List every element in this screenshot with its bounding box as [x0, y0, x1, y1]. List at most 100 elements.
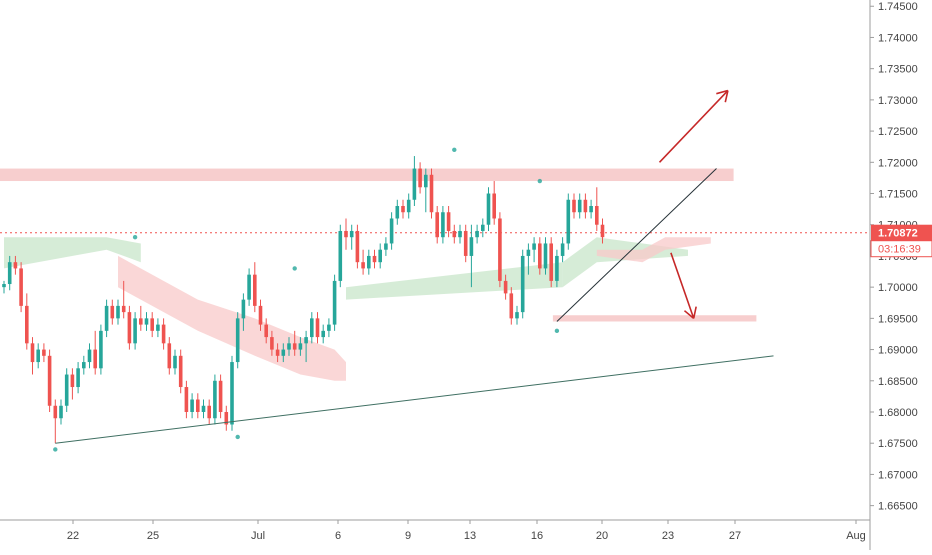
- y-tick-label: 1.67000: [878, 469, 918, 481]
- candle-body: [458, 230, 462, 238]
- resistance-zone: [0, 168, 734, 182]
- candle-body: [53, 405, 58, 419]
- arrow-up-head: [724, 90, 729, 103]
- candle-body: [36, 349, 40, 363]
- candle-body: [401, 206, 405, 213]
- candle-body: [213, 380, 217, 419]
- y-tick-label: 1.68000: [878, 407, 918, 419]
- candle-body: [355, 230, 360, 263]
- arrow-up-shaft: [658, 89, 729, 163]
- candle-body: [321, 330, 325, 338]
- x-tick-label: 13: [464, 530, 476, 542]
- candle-body: [82, 362, 86, 369]
- candle-body: [121, 305, 126, 313]
- candle-body: [509, 293, 514, 319]
- candle-body: [167, 343, 172, 369]
- price-tag-value: 1.70872: [878, 228, 918, 240]
- support-zone: [552, 315, 757, 322]
- y-tick-label: 1.69000: [878, 345, 918, 357]
- price-tag-box: [871, 224, 932, 241]
- candle-body: [378, 249, 382, 263]
- candle-body: [469, 237, 474, 256]
- candle-body: [30, 343, 35, 363]
- y-tick-label: 1.69500: [878, 313, 918, 325]
- candle-body: [93, 349, 97, 369]
- pivot-marker: [132, 235, 138, 240]
- countdown-box: [870, 240, 932, 258]
- candle-body: [292, 343, 297, 350]
- candle-body: [25, 305, 29, 344]
- y-tick-label: 1.72500: [878, 126, 918, 138]
- candle-body: [418, 168, 422, 188]
- candle-body: [201, 405, 206, 412]
- candle-body: [76, 368, 80, 388]
- x-tick-label: Jul: [251, 530, 265, 542]
- y-tick-label: 1.74000: [878, 32, 918, 44]
- arrow-down-head: [692, 306, 697, 319]
- candle-body: [520, 255, 525, 313]
- candle-body: [190, 399, 194, 412]
- y-tick-label: 1.67500: [878, 438, 918, 450]
- pivot-marker: [554, 328, 560, 334]
- y-tick-label: 1.73000: [878, 95, 918, 107]
- candle-body: [543, 243, 548, 269]
- candle-body: [452, 230, 457, 238]
- candle-body: [304, 337, 308, 344]
- candle-body: [59, 405, 63, 419]
- candle-body: [412, 168, 417, 200]
- pivot-marker: [537, 178, 542, 184]
- candle-body: [264, 324, 268, 338]
- candle-body: [275, 349, 280, 356]
- x-tick-label: 9: [405, 530, 411, 542]
- candle-body: [224, 412, 229, 425]
- candle-body: [133, 318, 137, 344]
- candle-body: [538, 243, 542, 269]
- candle-body: [475, 230, 479, 238]
- candle-body: [572, 199, 576, 213]
- candle-body: [161, 324, 166, 344]
- candle-body: [230, 362, 234, 425]
- candle-body: [241, 299, 246, 319]
- candle-body: [287, 343, 291, 350]
- candle-body: [577, 199, 582, 213]
- x-tick-label: Aug: [846, 530, 866, 542]
- candle-body: [253, 274, 257, 306]
- pivot-marker: [292, 266, 297, 271]
- candle-body: [332, 280, 337, 325]
- arrow-up-head: [716, 89, 729, 95]
- candle-body: [361, 262, 365, 269]
- candle-body: [2, 284, 6, 288]
- candle-body: [560, 243, 565, 256]
- candle-body: [463, 230, 468, 256]
- candle-body: [349, 230, 354, 238]
- candle-body: [338, 230, 343, 281]
- candle-body: [218, 380, 223, 412]
- short-trendline: [556, 168, 717, 322]
- candle-body: [150, 318, 154, 331]
- cloud-bull: [346, 262, 563, 300]
- candle-body: [258, 305, 263, 325]
- candle-body: [144, 318, 149, 325]
- candle-body: [207, 405, 211, 419]
- candle-body: [281, 349, 286, 356]
- candle-body: [595, 206, 599, 225]
- x-tick-label: 6: [335, 530, 341, 542]
- candle-body: [7, 262, 12, 285]
- arrow-down-shaft: [670, 252, 695, 319]
- candle-body: [486, 193, 491, 225]
- candle-body: [235, 318, 240, 363]
- candle-body: [372, 255, 377, 263]
- candle-body: [441, 212, 445, 238]
- candle-body: [481, 224, 485, 231]
- candle-body: [429, 174, 434, 213]
- time-axis-panel: [0, 520, 932, 550]
- candle-body: [315, 318, 320, 338]
- candle-body: [19, 268, 23, 306]
- candle-body: [367, 255, 371, 269]
- candle-body: [116, 305, 120, 319]
- y-tick-label: 1.66500: [878, 501, 918, 513]
- arrow-down-head: [683, 310, 695, 319]
- candle-body: [384, 243, 388, 250]
